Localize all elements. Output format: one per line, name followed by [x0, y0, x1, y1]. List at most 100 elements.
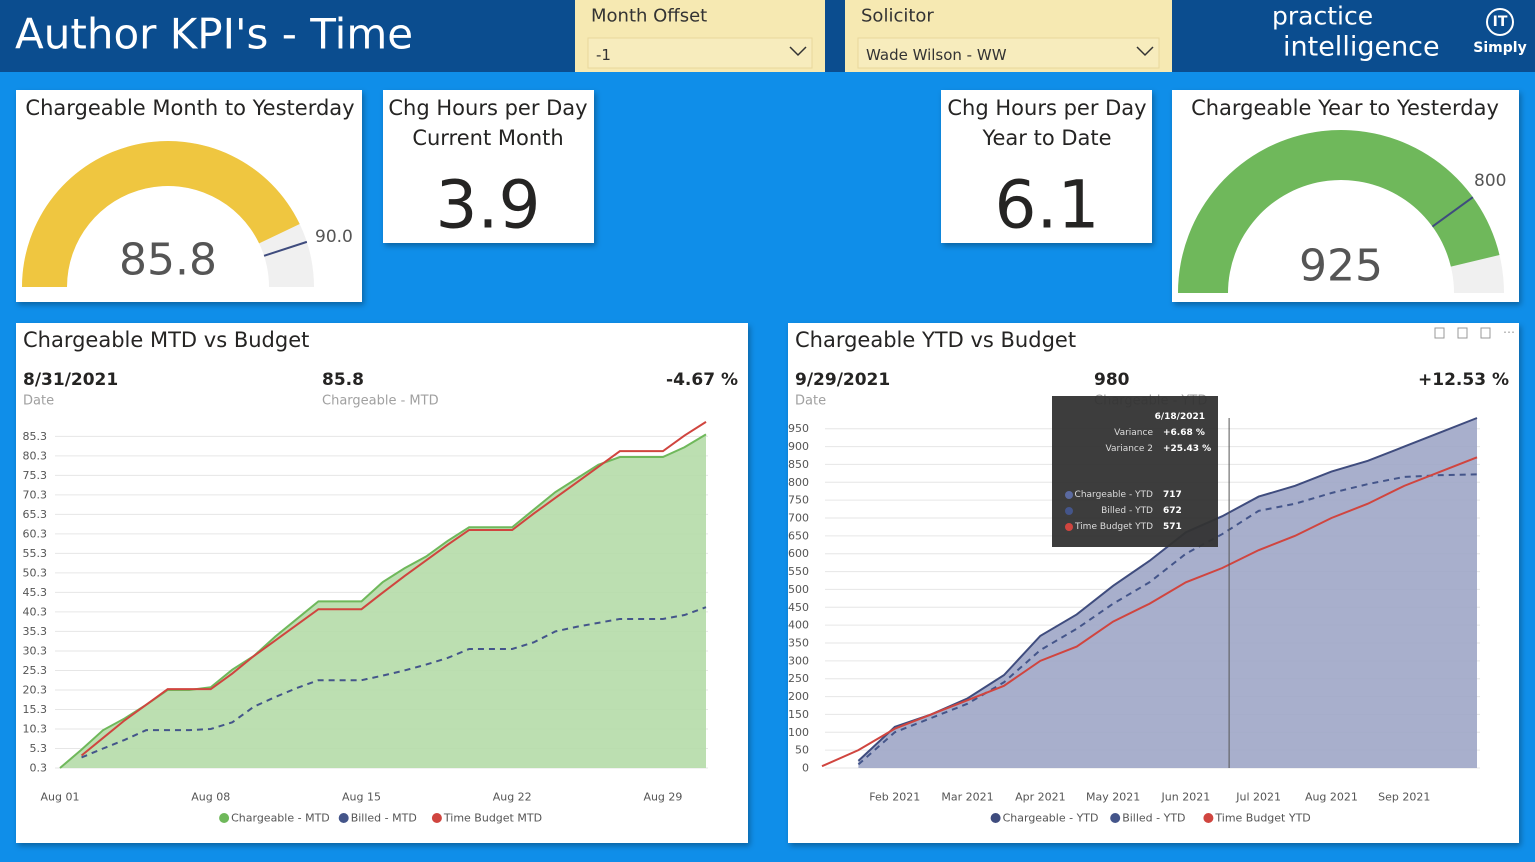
page-title: Author KPI's - Time — [15, 10, 413, 59]
y-tick-label: 500 — [788, 583, 809, 596]
gauge-target-label: 90.0 — [315, 227, 353, 247]
tooltip-name: Time Budget YTD — [1074, 522, 1153, 532]
y-tick-label: 0.3 — [30, 762, 48, 775]
x-tick-label: Aug 22 — [493, 791, 532, 804]
y-tick-label: 100 — [788, 726, 809, 739]
panel-icon[interactable] — [1434, 327, 1445, 339]
gauge-title: Chargeable Year to Yesterday — [1191, 96, 1499, 120]
dropdown-value: Wade Wilson - WW — [866, 46, 1007, 64]
y-tick-label: 65.3 — [23, 508, 48, 521]
x-tick-label: Aug 15 — [342, 791, 381, 804]
dropdown[interactable] — [587, 37, 813, 69]
y-tick-label: 350 — [788, 637, 809, 650]
y-tick-label: 400 — [788, 619, 809, 632]
y-tick-label: 200 — [788, 690, 809, 703]
badge-ring — [1486, 8, 1514, 36]
kpi-change: +12.53 % — [1418, 370, 1509, 390]
x-tick-label: Aug 2021 — [1305, 791, 1358, 804]
chart-title: Chargeable MTD vs Budget — [23, 328, 309, 352]
tooltip — [1052, 396, 1218, 547]
card-title: Chg Hours per Day — [388, 96, 587, 120]
badge-top: IT — [1493, 14, 1508, 30]
legend-marker — [219, 813, 230, 823]
dropdown[interactable] — [857, 37, 1160, 69]
chevron — [1136, 46, 1154, 57]
y-tick-label: 80.3 — [23, 449, 48, 462]
x-tick-label: May 2021 — [1086, 791, 1140, 804]
legend-label: Time Budget YTD — [1214, 812, 1310, 825]
y-tick-label: 850 — [788, 458, 809, 471]
y-tick-label: 650 — [788, 529, 809, 542]
y-tick-label: 900 — [788, 440, 809, 453]
tooltip-marker — [1065, 523, 1073, 531]
x-tick-label: Mar 2021 — [941, 791, 993, 804]
legend-marker — [338, 813, 349, 823]
y-tick-label: 750 — [788, 494, 809, 507]
tooltip-value: +25.43 % — [1163, 444, 1211, 454]
y-tick-label: 0 — [802, 762, 809, 775]
legend-label: Billed - MTD — [351, 812, 417, 825]
tooltip-value: 672 — [1163, 506, 1182, 516]
slicer-label: Solicitor — [861, 6, 934, 27]
y-tick-label: 800 — [788, 476, 809, 489]
y-tick-label: 55.3 — [23, 547, 48, 560]
tooltip-name: Billed - YTD — [1101, 506, 1153, 516]
y-tick-label: 30.3 — [23, 644, 48, 657]
y-tick-label: 150 — [788, 708, 809, 721]
series-line — [821, 456, 1478, 768]
y-tick-label: 60.3 — [23, 527, 48, 540]
y-tick-label: 700 — [788, 512, 809, 525]
card-value: 3.9 — [436, 167, 541, 244]
y-tick-label: 50.3 — [23, 566, 48, 579]
x-tick-label: Apr 2021 — [1015, 791, 1066, 804]
kpi-date: 8/31/2021 — [23, 370, 118, 390]
logo-line1: practice — [1272, 2, 1373, 31]
y-tick-label: 300 — [788, 654, 809, 667]
y-tick-label: 35.3 — [23, 625, 48, 638]
y-tick-label: 20.3 — [23, 683, 48, 696]
panel — [941, 90, 1152, 243]
panel — [383, 90, 594, 243]
y-tick-label: 25.3 — [23, 664, 48, 677]
legend-marker — [1203, 813, 1214, 823]
kpi-date: 9/29/2021 — [795, 370, 890, 390]
gauge-value — [1178, 129, 1500, 293]
series-line — [80, 421, 707, 757]
y-tick-label: 75.3 — [23, 469, 48, 482]
y-tick-label: 40.3 — [23, 605, 48, 618]
y-tick-label: 10.3 — [23, 722, 48, 735]
gauge-target-label: 800 — [1474, 171, 1506, 191]
card-title: Current Month — [412, 126, 563, 150]
panel-icon[interactable] — [1480, 327, 1491, 339]
x-tick-label: Aug 08 — [191, 791, 230, 804]
y-tick-label: 450 — [788, 601, 809, 614]
card-title: Chg Hours per Day — [947, 96, 1146, 120]
tooltip-name: Chargeable - YTD — [1075, 490, 1154, 500]
x-tick-label: Jul 2021 — [1235, 791, 1281, 804]
gauge-title: Chargeable Month to Yesterday — [25, 96, 354, 120]
gauge-target — [1431, 196, 1474, 228]
gauge-value-label: 85.8 — [119, 235, 217, 286]
kpi-value-label: Chargeable - MTD — [322, 394, 439, 409]
tooltip-marker — [1065, 491, 1073, 499]
kpi-date-label: Date — [795, 394, 826, 409]
card-value: 6.1 — [995, 167, 1100, 244]
x-tick-label: Jun 2021 — [1161, 791, 1211, 804]
y-tick-label: 950 — [788, 422, 809, 435]
x-tick-label: Aug 01 — [41, 791, 80, 804]
tooltip-name: Variance 2 — [1106, 444, 1153, 454]
card-title: Year to Date — [981, 126, 1111, 150]
y-tick-label: 550 — [788, 565, 809, 578]
gauge-value — [22, 141, 300, 287]
tooltip-value: +6.68 % — [1163, 428, 1205, 438]
tooltip-date: 6/18/2021 — [1155, 412, 1205, 422]
tooltip-marker — [1065, 507, 1073, 515]
tooltip-name: Variance — [1114, 428, 1153, 438]
legend-label: Time Budget MTD — [443, 812, 542, 825]
chart-title: Chargeable YTD vs Budget — [795, 328, 1076, 352]
panel-icon[interactable] — [1457, 327, 1468, 339]
legend-label: Chargeable - MTD — [231, 812, 330, 825]
legend-marker — [1110, 813, 1121, 823]
panel-icon[interactable]: ⋯ — [1503, 325, 1515, 339]
